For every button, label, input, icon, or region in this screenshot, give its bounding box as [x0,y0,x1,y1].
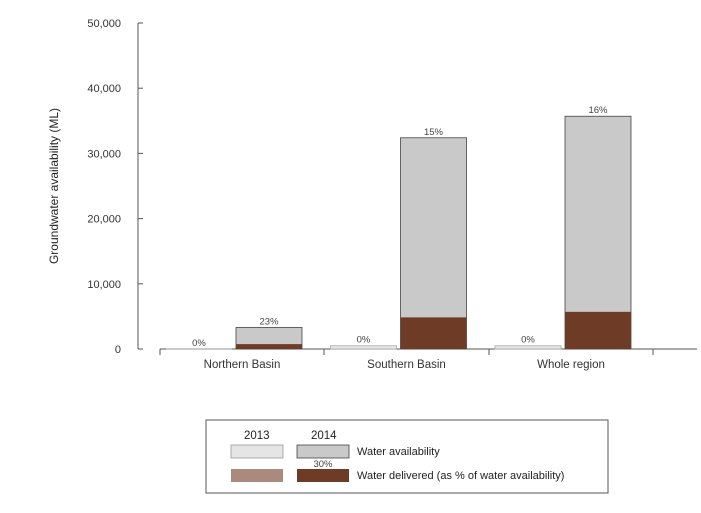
bars [166,115,632,350]
y-tick-label: 30,000 [87,148,121,160]
axes: 0 10,000 20,000 30,000 40,000 50,000 Groundwat… [47,18,697,356]
y-tick-label: 50,000 [87,18,121,30]
bar-delivered-2014 [400,317,467,349]
bar-availability-2013 [494,345,562,350]
data-label-2013: 0% [192,338,206,349]
y-tick-label: 20,000 [87,214,121,226]
bar-delivered-2014 [236,344,302,349]
x-category-label: Southern Basin [367,359,446,371]
bar-delivered-2014 [565,311,631,349]
legend-label-delivered: Water delivered (as % of water availabil… [357,470,564,482]
x-category-label: Northern Basin [204,359,281,371]
legend-header-2013: 2013 [244,430,270,442]
data-label-2014: 16% [588,105,608,116]
y-tick-label: 0 [115,344,121,356]
labels: 0% 23% Northern Basin 0% 15% Southern Basin 0%… [192,105,608,371]
y-tick-label: 10,000 [87,279,121,291]
y-tick-label: 40,000 [87,83,121,95]
legend-swatch-delivered-2014 [297,469,349,482]
data-label-2014: 23% [259,316,279,327]
data-label-2013: 0% [521,335,535,346]
bar-availability-2014 [400,137,467,350]
legend-note-delivered: 30% [313,459,333,470]
legend-swatch-delivered-2013 [231,469,283,482]
data-label-2014: 15% [424,127,444,138]
legend: 2013 2014 Water availability 30% Water d… [205,419,609,494]
y-axis-title: Groundwater availability (ML) [47,108,61,264]
bar-availability-2013 [330,345,397,350]
legend-label-availability: Water availability [357,446,440,458]
legend-swatch-availability-2013 [230,444,284,459]
legend-header-2014: 2014 [311,430,337,442]
x-category-label: Whole region [537,359,605,371]
data-label-2013: 0% [357,335,371,346]
legend-swatch-availability-2014 [296,444,350,459]
